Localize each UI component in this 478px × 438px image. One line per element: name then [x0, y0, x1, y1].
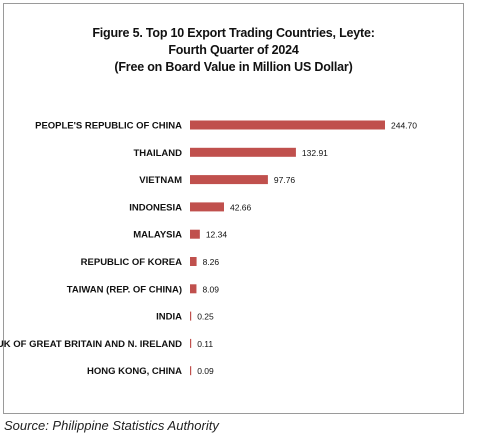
- value-label-vietnam: 97.76: [274, 175, 296, 185]
- bar-malaysia: [190, 229, 200, 239]
- bar-vietnam: [190, 175, 268, 185]
- value-label-malaysia: 12.34: [206, 230, 228, 240]
- value-label-thailand: 132.91: [302, 148, 328, 158]
- bar-thailand: [190, 147, 296, 157]
- bar-taiwan-rep-of-china: [190, 284, 197, 294]
- chart-frame: [3, 3, 464, 414]
- category-label-people-s-republic-of-china: PEOPLE'S REPUBLIC OF CHINA: [35, 121, 182, 132]
- category-label-india: INDIA: [156, 312, 182, 323]
- value-label-india: 0.25: [197, 312, 214, 322]
- value-label-uk-of-great-britain-and-n-ireland: 0.11: [197, 339, 213, 349]
- value-label-hong-kong-china: 0.09: [197, 366, 214, 376]
- bar-republic-of-korea: [190, 257, 197, 266]
- source-note: Source: Philippine Statistics Authority: [4, 418, 219, 433]
- chart-title-line-3: (Free on Board Value in Million US Dolla…: [114, 60, 353, 74]
- bar-people-s-republic-of-china: [190, 120, 385, 130]
- bar-uk-of-great-britain-and-n-ireland: [190, 338, 192, 348]
- chart-title-line-2: Fourth Quarter of 2024: [168, 43, 299, 57]
- category-label-taiwan-rep-of-china: TAIWAN (REP. OF CHINA): [67, 284, 182, 295]
- category-label-thailand: THAILAND: [133, 148, 182, 159]
- category-label-hong-kong-china: HONG KONG, CHINA: [87, 366, 182, 377]
- bar-hong-kong-china: [190, 366, 192, 376]
- category-label-uk-of-great-britain-and-n-ireland: UK OF GREAT BRITAIN AND N. IRELAND: [0, 339, 182, 350]
- category-label-malaysia: MALAYSIA: [133, 230, 182, 241]
- value-label-indonesia: 42.66: [230, 202, 252, 212]
- chart-title-line-1: Figure 5. Top 10 Export Trading Countrie…: [92, 26, 375, 40]
- bar-india: [190, 311, 192, 321]
- category-label-vietnam: VIETNAM: [139, 175, 182, 186]
- category-label-republic-of-korea: REPUBLIC OF KOREA: [81, 257, 182, 268]
- category-label-indonesia: INDONESIA: [129, 202, 182, 213]
- value-label-republic-of-korea: 8.26: [203, 257, 220, 267]
- value-label-people-s-republic-of-china: 244.70: [391, 121, 417, 131]
- value-label-taiwan-rep-of-china: 8.09: [202, 284, 219, 294]
- bar-indonesia: [190, 202, 224, 212]
